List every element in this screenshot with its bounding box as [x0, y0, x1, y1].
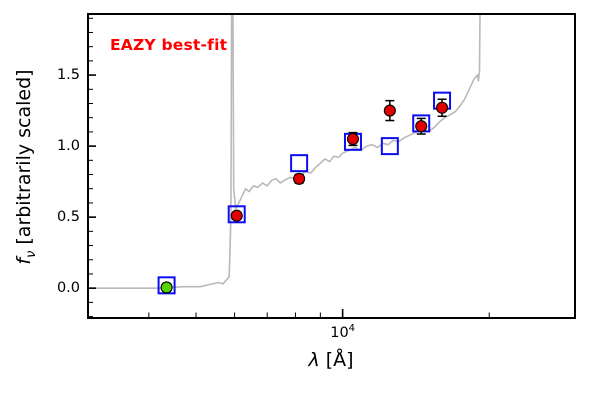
- flagged-photometry-point: [160, 281, 173, 294]
- observed-photometry-point: [293, 172, 306, 185]
- y-axis-label-sub: ν: [23, 250, 39, 258]
- plot-frame: [87, 13, 576, 319]
- observed-photometry-point: [383, 104, 396, 117]
- y-tick-label: 1.5: [56, 67, 80, 84]
- x-axis-label-rest: [Å]: [319, 349, 354, 371]
- model-photometry-square: [227, 205, 246, 224]
- x-axis-label: λ [Å]: [231, 349, 431, 371]
- bestfit-annotation-text: EAZY best-fit: [110, 36, 228, 54]
- x-tick-label-1e4: 104: [330, 323, 356, 341]
- y-tick-label: 1.0: [56, 138, 80, 155]
- observed-photometry-point: [346, 132, 360, 146]
- observed-photometry-point: [435, 101, 449, 114]
- x-axis-label-var: λ: [308, 349, 320, 371]
- y-tick-label: 0.0: [56, 280, 80, 297]
- model-photometry-square: [290, 154, 309, 173]
- y-axis-label: fν [arbitrarily scaled]: [13, 17, 39, 317]
- y-axis-label-var: f: [13, 257, 35, 265]
- observed-photometry-point: [415, 120, 428, 133]
- y-axis-label-rest: [arbitrarily scaled]: [13, 69, 35, 251]
- observed-photometry-point: [230, 209, 243, 222]
- y-tick-label: 0.5: [56, 209, 80, 226]
- bestfit-annotation: EAZY best-fit: [110, 36, 227, 54]
- model-photometry-square: [380, 137, 399, 156]
- model-spectrum-line: [88, 14, 481, 290]
